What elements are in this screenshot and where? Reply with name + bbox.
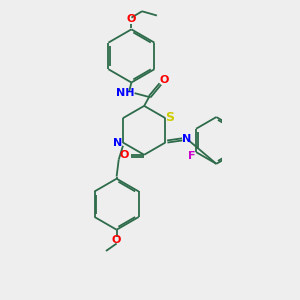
Text: O: O [112, 236, 121, 245]
Text: F: F [188, 152, 196, 161]
Text: N: N [182, 134, 191, 144]
Text: O: O [160, 75, 169, 85]
Text: N: N [113, 138, 122, 148]
Text: O: O [127, 14, 136, 24]
Text: S: S [165, 110, 174, 124]
Text: NH: NH [116, 88, 134, 98]
Text: O: O [119, 150, 129, 160]
